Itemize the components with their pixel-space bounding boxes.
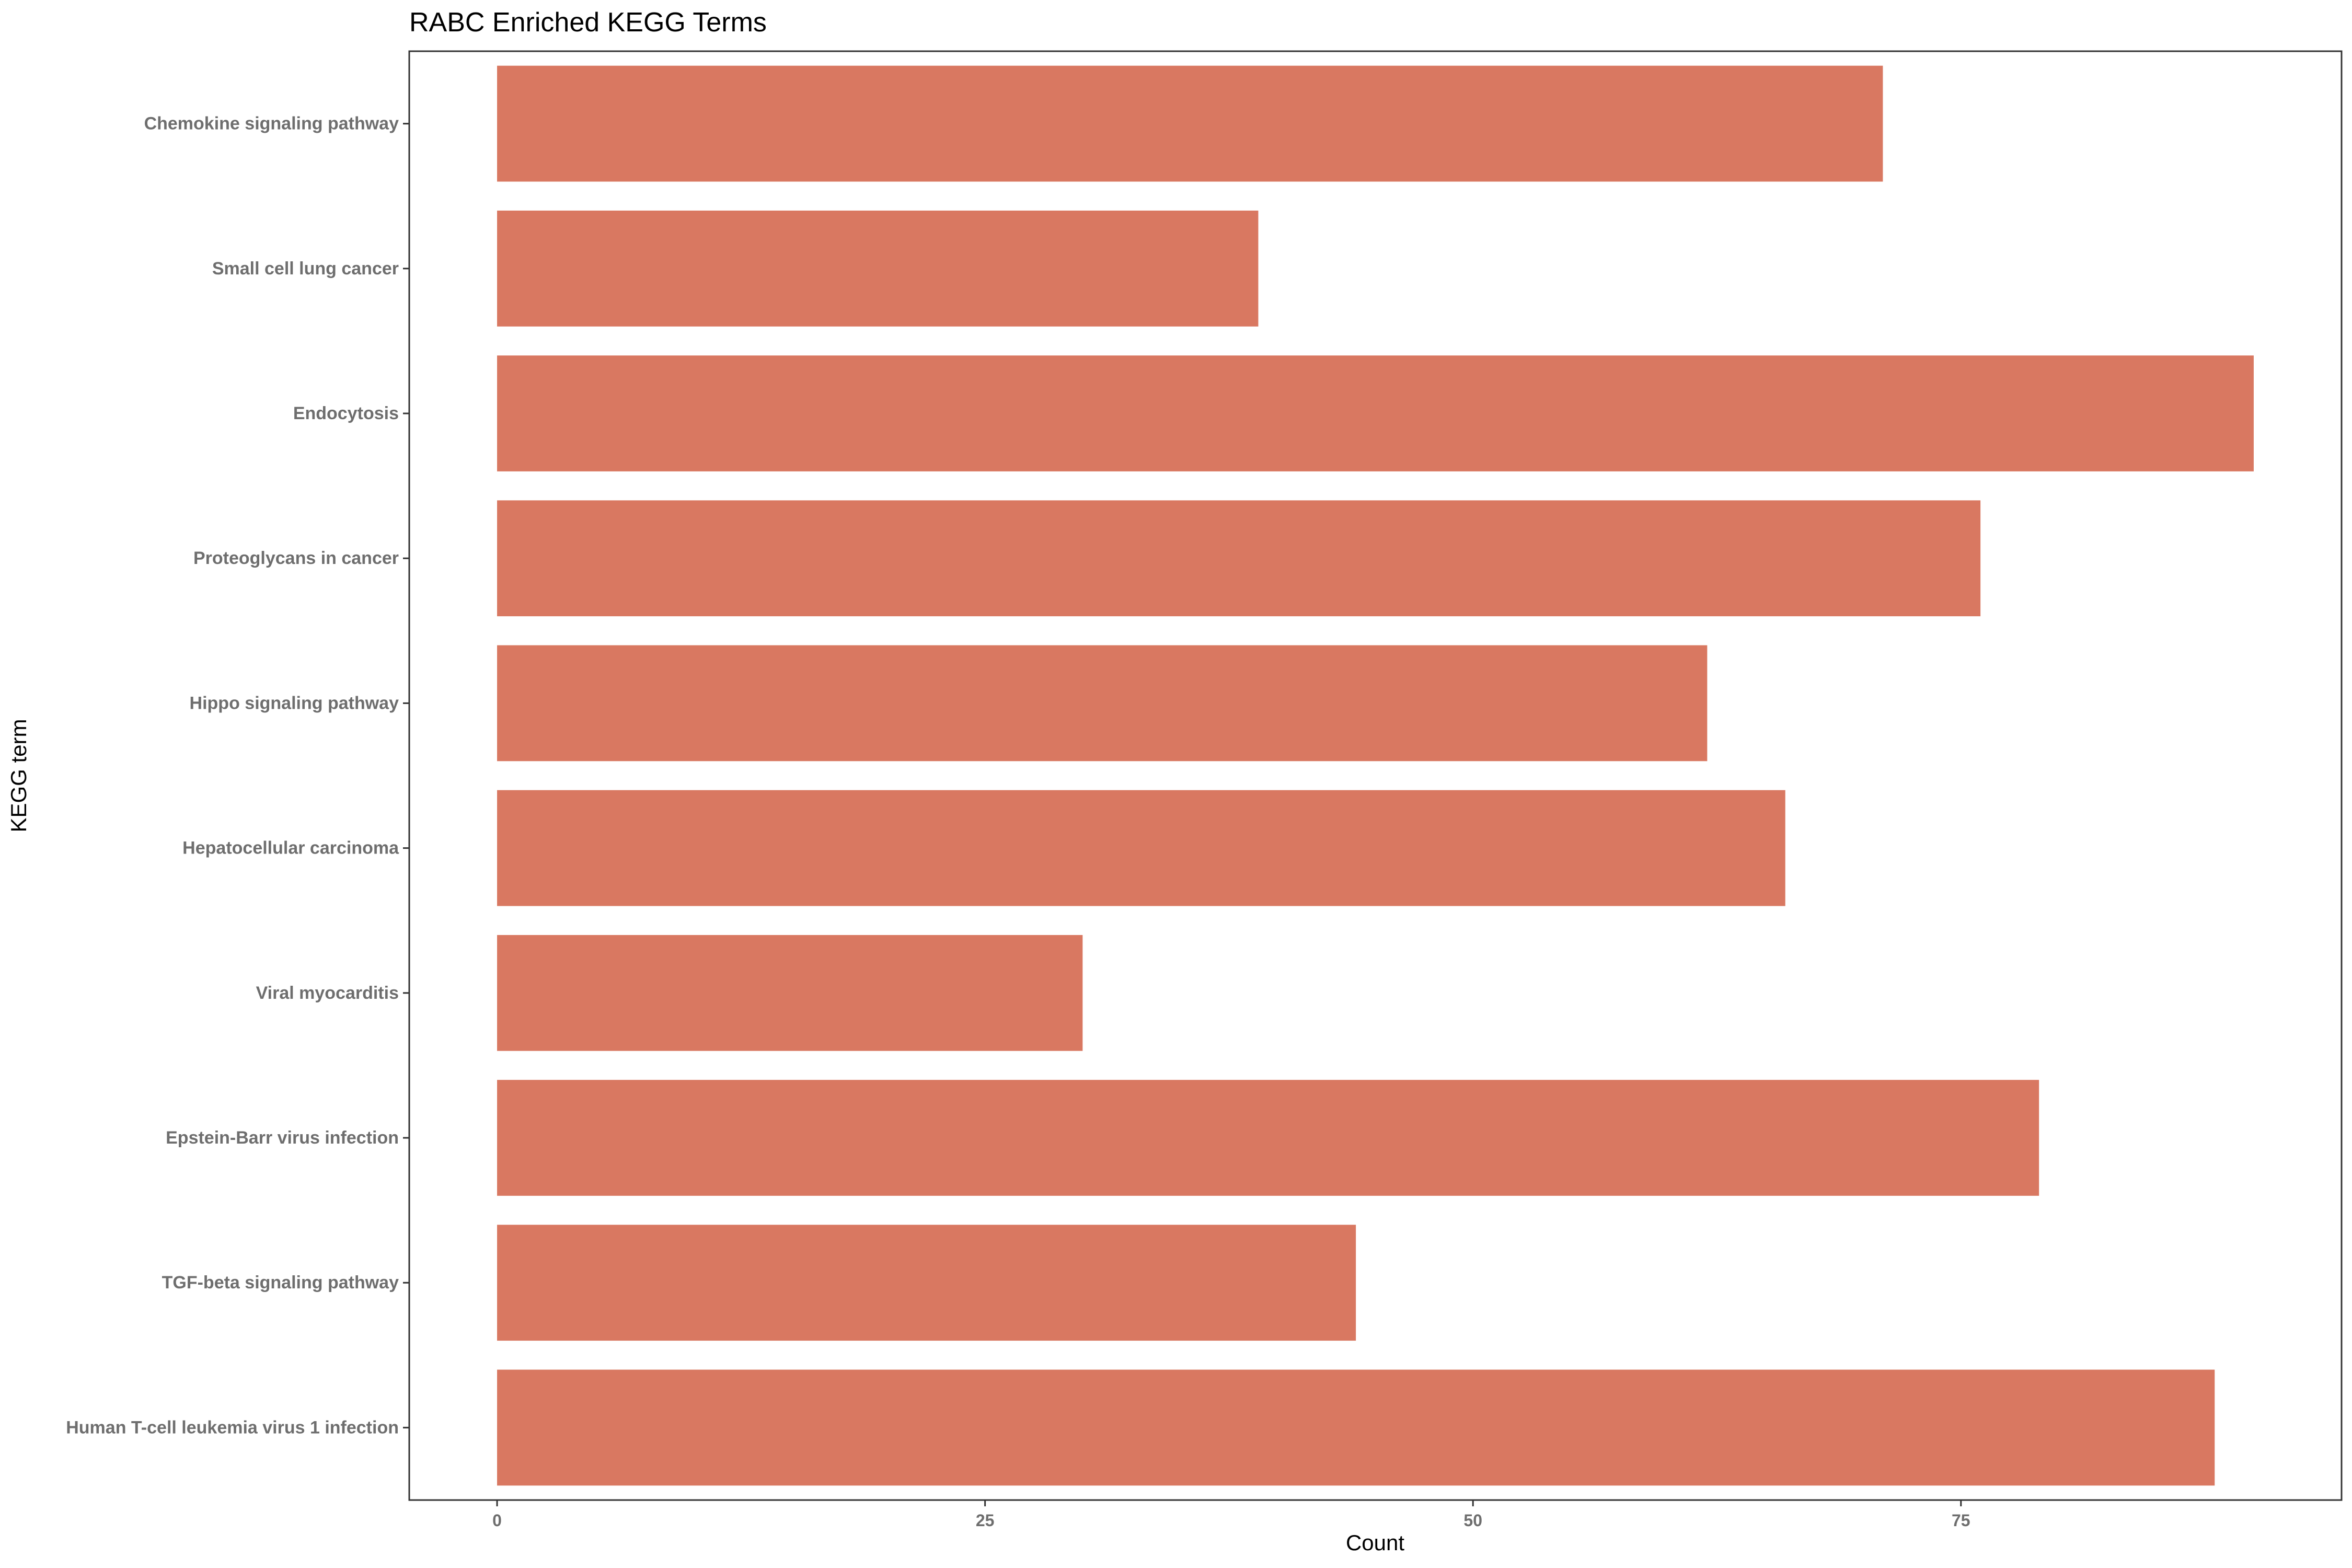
- y-tick-label: Proteoglycans in cancer: [193, 548, 399, 568]
- chart-title: RABC Enriched KEGG Terms: [409, 7, 767, 38]
- y-tick-label: TGF-beta signaling pathway: [162, 1273, 399, 1293]
- bar-5: [497, 790, 1785, 906]
- bar-4: [497, 645, 1708, 762]
- y-tick-label: Endocytosis: [293, 403, 399, 423]
- y-tick-label: Epstein-Barr virus infection: [166, 1128, 399, 1148]
- x-tick-label: 50: [1463, 1511, 1482, 1530]
- bar-3: [497, 500, 1981, 617]
- y-tick-label: Hepatocellular carcinoma: [182, 838, 399, 858]
- x-axis-title: Count: [1346, 1530, 1404, 1555]
- bar-0: [497, 65, 1883, 182]
- y-tick-label: Human T-cell leukemia virus 1 infection: [66, 1417, 399, 1437]
- bar-9: [497, 1369, 2215, 1486]
- y-tick-label: Hippo signaling pathway: [190, 693, 399, 713]
- bar-1: [497, 210, 1259, 327]
- plot-panel-border: [408, 50, 2343, 1501]
- y-axis-title: KEGG term: [6, 719, 31, 832]
- x-tick-label: 25: [976, 1511, 995, 1530]
- y-tick-label: Viral myocarditis: [256, 983, 399, 1003]
- bar-8: [497, 1225, 1356, 1341]
- bars-group: [497, 65, 2254, 1486]
- bar-7: [497, 1080, 2039, 1196]
- y-tick-label: Small cell lung cancer: [212, 259, 399, 279]
- x-tick-label: 0: [492, 1511, 502, 1530]
- y-tick-label: Chemokine signaling pathway: [144, 114, 399, 134]
- y-axis: Chemokine signaling pathway Small cell lu…: [66, 114, 409, 1437]
- x-tick-label: 75: [1952, 1511, 1970, 1530]
- bar-6: [497, 935, 1083, 1051]
- bar-2: [497, 355, 2254, 471]
- x-axis: 0 25 50 75: [492, 1500, 1970, 1530]
